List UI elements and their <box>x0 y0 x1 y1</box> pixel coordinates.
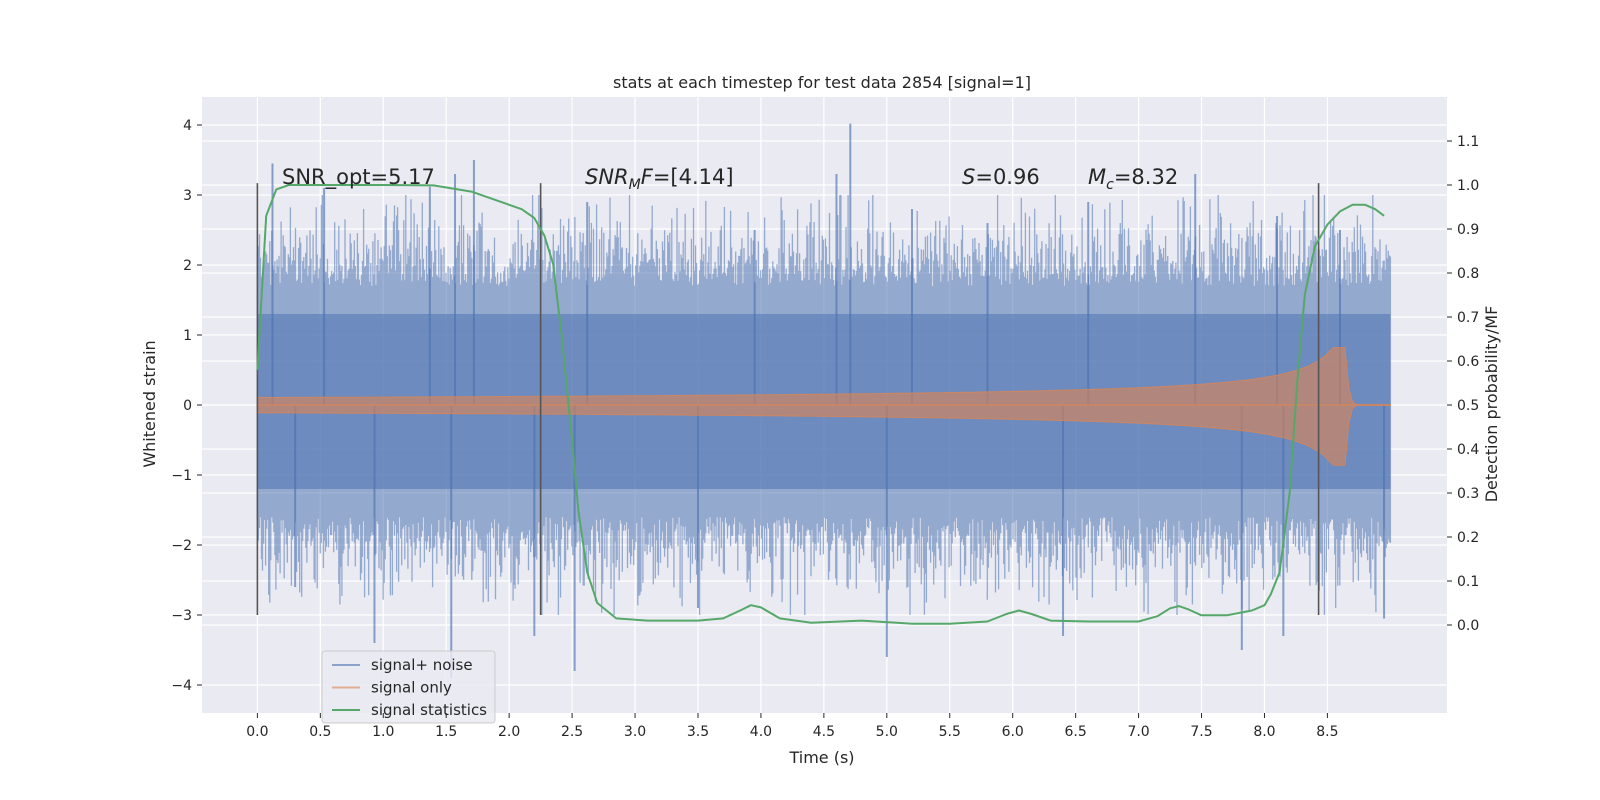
x-tick-label: 5.0 <box>876 724 898 740</box>
x-tick-label: 7.0 <box>1127 724 1149 740</box>
y2-tick-label: 0.1 <box>1457 574 1479 590</box>
x-tick-label: 3.0 <box>624 724 646 740</box>
y2-tick-label: 1.0 <box>1457 178 1479 194</box>
annotation-s: S=0.96 <box>962 165 1040 189</box>
plot-area <box>202 97 1447 713</box>
annotation-mc-label: M <box>1088 165 1106 189</box>
x-tick-label: 3.5 <box>687 724 709 740</box>
y2-tick-label: 0.9 <box>1457 222 1479 238</box>
annotation-s-label: S <box>962 165 975 189</box>
annotation-mc-sub: c <box>1106 177 1114 193</box>
annotation-mc-value: =8.32 <box>1114 165 1178 189</box>
x-tick-label: 4.5 <box>813 724 835 740</box>
annotation-snr-opt: SNR_opt=5.17 <box>282 165 435 190</box>
annotation-snr-mf-f: F <box>641 165 654 189</box>
y-tick-label: −1 <box>171 468 192 484</box>
x-tick-label: 8.0 <box>1253 724 1275 740</box>
x-tick-label: 1.0 <box>372 724 394 740</box>
y2-tick-label: 0.4 <box>1457 442 1479 458</box>
annotation-snr-mf-value: =[4.14] <box>653 165 734 189</box>
y-axis-title: Whitened strain <box>140 340 159 467</box>
x-tick-label: 2.5 <box>561 724 583 740</box>
y2-tick-label: 0.5 <box>1457 398 1479 414</box>
x-tick-label: 0.0 <box>246 724 268 740</box>
legend-label: signal+ noise <box>371 656 473 674</box>
annotation-snr-mf-sub: M <box>629 177 641 193</box>
x-tick-label: 4.0 <box>750 724 772 740</box>
legend: signal+ noise signal only signal statistic… <box>321 650 496 724</box>
y2-tick-label: 0.7 <box>1457 310 1479 326</box>
y2-tick-label: 0.3 <box>1457 486 1479 502</box>
y2-tick-label: 0.8 <box>1457 266 1479 282</box>
y-tick-label: 4 <box>183 118 192 134</box>
x-axis-title: Time (s) <box>788 748 854 767</box>
y-tick-label: 3 <box>183 188 192 204</box>
y-tick-label: −3 <box>171 608 192 624</box>
y-tick-label: 1 <box>183 328 192 344</box>
annotation-snr-mf-label: SNR <box>585 165 629 189</box>
legend-label: signal only <box>371 679 452 697</box>
y-tick-label: −2 <box>171 538 192 554</box>
x-tick-label: 6.0 <box>1002 724 1024 740</box>
chart-title: stats at each timestep for test data 285… <box>613 73 1031 92</box>
legend-label: signal statistics <box>371 701 487 719</box>
annotation-s-value: =0.96 <box>975 165 1039 189</box>
y-tick-label: −4 <box>171 678 192 694</box>
x-tick-label: 8.5 <box>1316 724 1338 740</box>
annotations: SNR_opt=5.17 SNRMF=[4.14] S=0.96 Mc=8.32 <box>282 165 1178 193</box>
x-tick-label: 6.5 <box>1065 724 1087 740</box>
axes: 0.0 0.5 1.0 1.5 2.0 2.5 3.0 3.5 4.0 4.5 5.0 5.5 6.0 6… <box>171 118 1479 740</box>
y-tick-label: 2 <box>183 258 192 274</box>
x-tick-label: 1.5 <box>435 724 457 740</box>
annotation-mc: Mc=8.32 <box>1088 165 1178 193</box>
y2-tick-label: 0.0 <box>1457 618 1479 634</box>
series-signal-statistics <box>256 184 1385 625</box>
x-tick-label: 7.5 <box>1190 724 1212 740</box>
y2-axis-title: Detection probability/MF <box>1482 306 1501 503</box>
y2-tick-label: 1.1 <box>1457 134 1479 150</box>
x-tick-label: 0.5 <box>309 724 331 740</box>
y2-tick-label: 0.6 <box>1457 354 1479 370</box>
y2-tick-label: 0.2 <box>1457 530 1479 546</box>
annotation-snr-mf: SNRMF=[4.14] <box>585 165 734 193</box>
y-tick-label: 0 <box>183 398 192 414</box>
x-tick-label: 5.5 <box>939 724 961 740</box>
legend-box <box>321 650 496 724</box>
x-tick-label: 2.0 <box>498 724 520 740</box>
series-signal-only <box>256 347 1391 466</box>
